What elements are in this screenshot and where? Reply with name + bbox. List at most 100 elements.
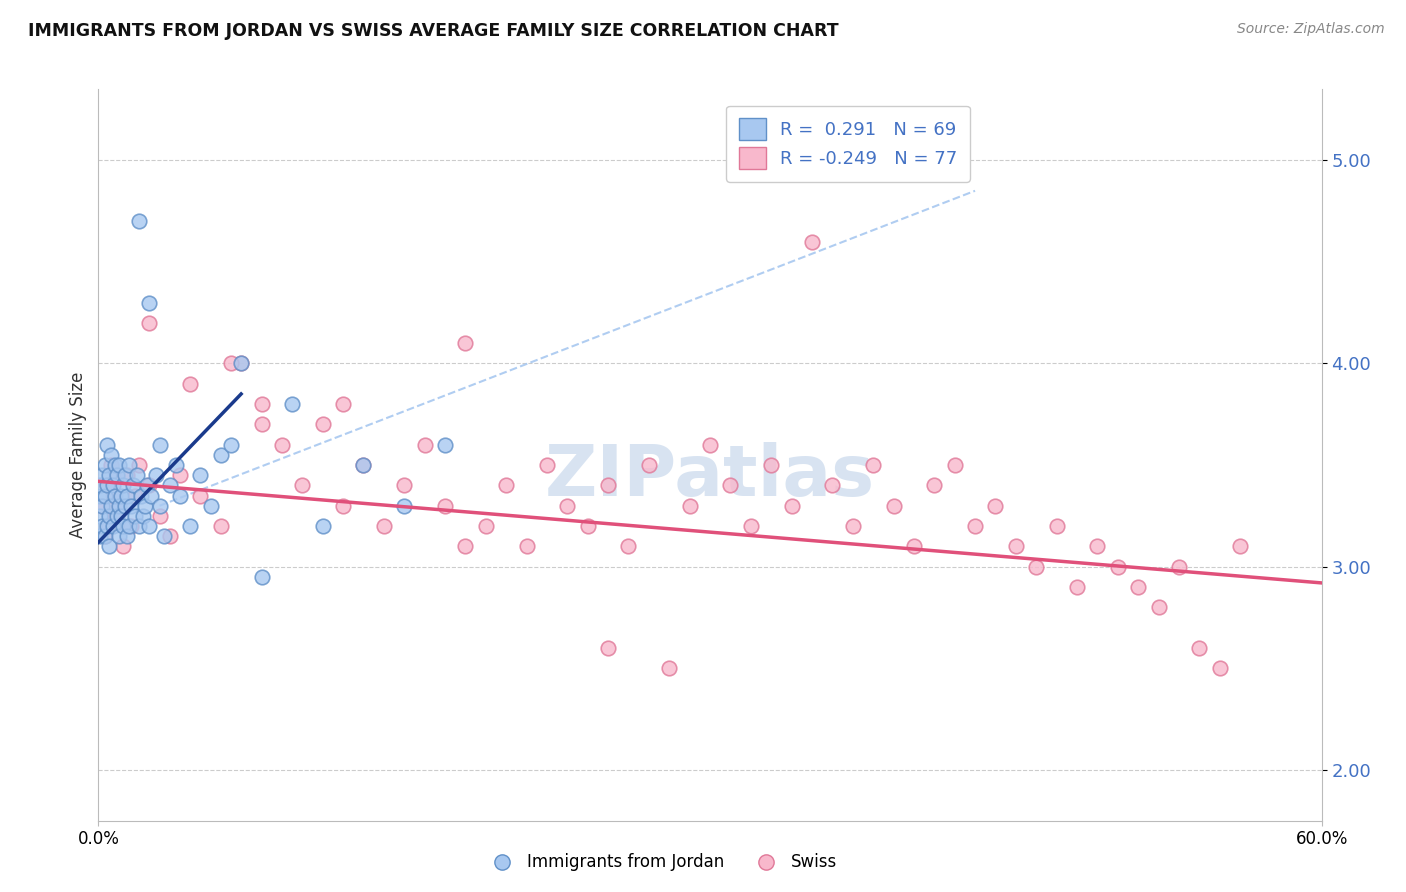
Point xyxy=(1045,519,1069,533)
Point xyxy=(96,438,118,452)
Point xyxy=(188,489,212,503)
Point xyxy=(780,499,803,513)
Point xyxy=(332,499,354,513)
Point xyxy=(231,356,253,371)
Point xyxy=(97,539,120,553)
Point xyxy=(111,519,134,533)
Point xyxy=(474,519,498,533)
Point xyxy=(231,356,253,371)
Point xyxy=(97,519,120,533)
Point xyxy=(105,508,128,523)
Point xyxy=(1085,539,1108,553)
Point xyxy=(250,570,273,584)
Point xyxy=(617,539,640,553)
Point xyxy=(281,397,304,411)
Point xyxy=(801,235,824,249)
Point xyxy=(392,478,416,492)
Point xyxy=(219,356,242,371)
Point xyxy=(149,499,172,513)
Point xyxy=(115,468,138,483)
Y-axis label: Average Family Size: Average Family Size xyxy=(69,372,87,538)
Point xyxy=(129,489,152,503)
Point xyxy=(145,468,167,483)
Point xyxy=(89,489,111,503)
Point xyxy=(965,519,987,533)
Point xyxy=(1128,580,1150,594)
Point xyxy=(89,508,111,523)
Point xyxy=(127,468,149,483)
Point xyxy=(93,529,115,543)
Point xyxy=(100,499,122,513)
Point xyxy=(122,478,145,492)
Point xyxy=(679,499,702,513)
Point xyxy=(821,478,844,492)
Point xyxy=(903,539,925,553)
Point xyxy=(352,458,374,472)
Point xyxy=(152,529,174,543)
Point xyxy=(124,489,146,503)
Point xyxy=(97,508,120,523)
Point xyxy=(637,458,661,472)
Point xyxy=(136,478,159,492)
Point xyxy=(105,468,128,483)
Point xyxy=(100,448,122,462)
Point xyxy=(1209,661,1232,675)
Point xyxy=(91,499,114,513)
Point xyxy=(101,489,124,503)
Point xyxy=(454,336,477,351)
Point xyxy=(104,458,127,472)
Point xyxy=(169,468,191,483)
Text: IMMIGRANTS FROM JORDAN VS SWISS AVERAGE FAMILY SIZE CORRELATION CHART: IMMIGRANTS FROM JORDAN VS SWISS AVERAGE … xyxy=(28,22,839,40)
Point xyxy=(598,478,620,492)
Point xyxy=(922,478,945,492)
Point xyxy=(495,478,517,492)
Point xyxy=(332,397,354,411)
Legend: Immigrants from Jordan, Swiss: Immigrants from Jordan, Swiss xyxy=(478,847,844,878)
Point xyxy=(1229,539,1251,553)
Point xyxy=(270,438,294,452)
Point xyxy=(555,499,579,513)
Point xyxy=(516,539,538,553)
Point xyxy=(149,438,172,452)
Point xyxy=(111,478,134,492)
Point xyxy=(97,468,120,483)
Point xyxy=(93,529,115,543)
Point xyxy=(209,519,232,533)
Point xyxy=(352,458,374,472)
Point xyxy=(138,316,160,330)
Point xyxy=(120,499,142,513)
Point xyxy=(1107,559,1129,574)
Point xyxy=(1025,559,1047,574)
Point xyxy=(392,499,416,513)
Point xyxy=(761,458,783,472)
Point xyxy=(104,489,127,503)
Point xyxy=(118,458,141,472)
Point xyxy=(149,508,172,523)
Point xyxy=(454,539,477,553)
Point xyxy=(91,468,114,483)
Point xyxy=(598,640,620,655)
Point xyxy=(658,661,681,675)
Point xyxy=(114,468,136,483)
Point xyxy=(104,508,127,523)
Point xyxy=(159,478,181,492)
Point xyxy=(209,448,232,462)
Point xyxy=(89,529,111,543)
Point xyxy=(91,519,114,533)
Point xyxy=(141,489,163,503)
Point xyxy=(100,458,122,472)
Point xyxy=(105,468,128,483)
Point xyxy=(1147,600,1170,615)
Point xyxy=(219,438,242,452)
Point xyxy=(250,417,273,432)
Point xyxy=(862,458,884,472)
Point xyxy=(883,499,905,513)
Point xyxy=(91,499,114,513)
Point xyxy=(118,519,141,533)
Point xyxy=(128,519,150,533)
Point xyxy=(312,417,335,432)
Point xyxy=(96,519,118,533)
Text: ZIPatlas: ZIPatlas xyxy=(546,442,875,511)
Point xyxy=(101,478,124,492)
Point xyxy=(89,478,111,492)
